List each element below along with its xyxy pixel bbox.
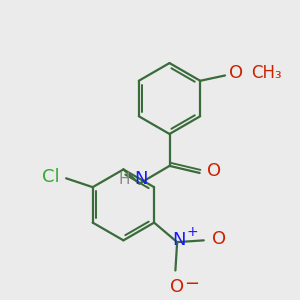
Text: N: N xyxy=(172,231,186,249)
Text: O: O xyxy=(170,278,184,296)
Text: H: H xyxy=(119,172,130,187)
Text: Cl: Cl xyxy=(42,167,60,185)
Text: N: N xyxy=(134,170,148,188)
Text: +: + xyxy=(186,225,198,239)
Text: CH₃: CH₃ xyxy=(252,64,282,82)
Text: O: O xyxy=(212,230,226,247)
Text: O: O xyxy=(229,64,243,82)
Text: −: − xyxy=(184,275,199,293)
Text: O: O xyxy=(207,162,222,180)
